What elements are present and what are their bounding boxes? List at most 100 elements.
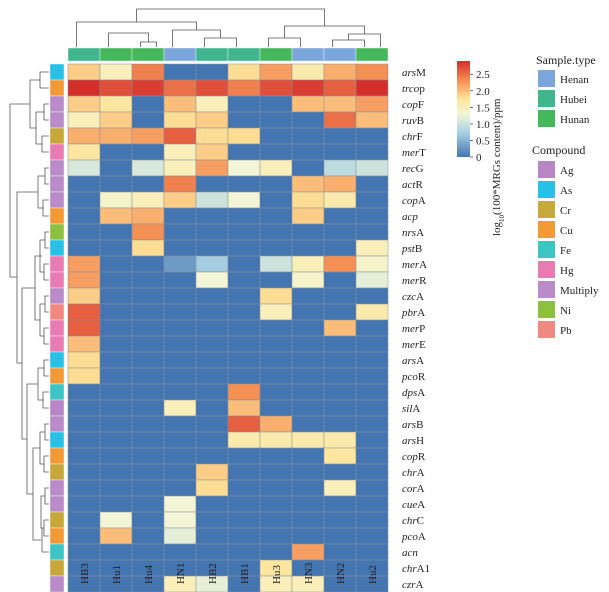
- legend-label-hunan: Hunan: [560, 114, 590, 126]
- heatmap-cell-merR-HB2: [195, 271, 229, 289]
- heatmap-cell-merE-HN2: [323, 335, 357, 353]
- row-label-merT: merT: [402, 147, 426, 159]
- heatmap-cell-arsA-HN2: [323, 351, 357, 369]
- row-label-recG: recG: [402, 163, 424, 175]
- heatmap-cell-cueA-Hu4: [131, 495, 165, 513]
- heatmap-cell-pstB-Hu2: [355, 239, 389, 257]
- heatmap-cell-merR-HB1: [227, 271, 261, 289]
- heatmap-cell-dpsA-Hu4: [131, 383, 165, 401]
- legend-label-multiply: Multiply: [560, 285, 599, 297]
- row-label-gene: cop: [402, 451, 418, 463]
- row-label-chrC: chrC: [402, 515, 424, 527]
- row-label-gene: ars: [402, 419, 416, 431]
- heatmap-cell-trcop-HN2: [323, 79, 357, 97]
- heatmap-cell-silA-Hu3: [259, 399, 293, 417]
- row-label-gene: cop: [402, 99, 418, 111]
- heatmap-cell-merP-Hu3: [259, 319, 293, 337]
- row-label-merA: merA: [402, 259, 427, 271]
- legend-label-hubei: Hubei: [560, 94, 587, 106]
- heatmap-cell-recG-Hu4: [131, 159, 165, 177]
- heatmap-cell-merT-HB1: [227, 143, 261, 161]
- heatmap-cell-pbrA-HN1: [163, 303, 197, 321]
- heatmap-cell-pcoR-Hu2: [355, 367, 389, 385]
- compound-annotation-bar: [49, 63, 65, 592]
- heatmap-cell-chrA-Hu3: [259, 463, 293, 481]
- heatmap-cell-arsA-HB1: [227, 351, 261, 369]
- heatmap-cell-arsM-HN3: [291, 63, 325, 81]
- heatmap-cell-copA-HN3: [291, 191, 325, 209]
- heatmap-cell-pstB-Hu4: [131, 239, 165, 257]
- heatmap-cells: [67, 63, 389, 592]
- row-label-suffix: C: [417, 515, 424, 527]
- row-label-gene: pst: [401, 243, 416, 255]
- colorbar-tick-label: 2.0: [476, 86, 490, 98]
- heatmap-cell-dpsA-HN1: [163, 383, 197, 401]
- heatmap-cell-nrsA-HB2: [195, 223, 229, 241]
- heatmap-cell-merT-Hu2: [355, 143, 389, 161]
- colorbar-tick-label: 1.5: [476, 102, 490, 114]
- row-label-gene: chr: [402, 131, 417, 143]
- heatmap-cell-ruvB-HB2: [195, 111, 229, 129]
- row-label-acp: acp: [402, 211, 418, 223]
- row-label-pbrA: pbrA: [401, 307, 425, 319]
- heatmap-cell-pcoA-HB1: [227, 527, 261, 545]
- heatmap-cell-arsH-Hu1: [99, 431, 133, 449]
- heatmap-cell-chrC-HB1: [227, 511, 261, 529]
- heatmap-cell-arsA-Hu3: [259, 351, 293, 369]
- heatmap-cell-arsM-HN1: [163, 63, 197, 81]
- heatmap-cell-corA-Hu1: [99, 479, 133, 497]
- heatmap-cell-acn-HB2: [195, 543, 229, 561]
- heatmap-cell-recG-HN2: [323, 159, 357, 177]
- heatmap-cell-merT-HN2: [323, 143, 357, 161]
- colorbar-gradient: [457, 61, 470, 157]
- colorbar: 0 0.5 1.0 1.5 2.0 2.5 log10(100*MRGs content)…: [457, 61, 506, 236]
- heatmap-cell-silA-HB1: [227, 399, 261, 417]
- colorbar-tick-label: 0: [476, 152, 482, 164]
- heatmap-cell-nrsA-HB1: [227, 223, 261, 241]
- legend-swatch-ag: [538, 161, 555, 178]
- heatmap-cell-pcoA-Hu4: [131, 527, 165, 545]
- heatmap-cell-copA-HN2: [323, 191, 357, 209]
- heatmap-cell-czcA-Hu2: [355, 287, 389, 305]
- row-label-gene: ars: [402, 435, 416, 447]
- row-label-trcop: trcop: [402, 83, 425, 95]
- row-label-gene: chr: [402, 515, 417, 527]
- heatmap-cell-chrA-HB1: [227, 463, 261, 481]
- heatmap-cell-merA-Hu2: [355, 255, 389, 273]
- heatmap-cell-arsH-HB3: [67, 431, 101, 449]
- heatmap-cell-arsA-HB3: [67, 351, 101, 369]
- row-label-corA: corA: [402, 483, 425, 495]
- legend-swatch-fe: [538, 241, 555, 258]
- heatmap-cell-arsH-HN2: [323, 431, 357, 449]
- row-label-gene: pco: [401, 531, 418, 543]
- heatmap-cell-ruvB-HN1: [163, 111, 197, 129]
- column-label-HB3: HB3: [79, 563, 91, 584]
- heatmap-cell-arsM-Hu2: [355, 63, 389, 81]
- column-label-Hu1: Hu1: [111, 565, 123, 584]
- legend-label-cr: Cr: [560, 205, 571, 217]
- sample-type-legend: Sample.type Henan Hubei Hunan: [536, 53, 596, 127]
- sample-type-cell-HN3: [291, 47, 325, 62]
- heatmap-cell-acn-HN2: [323, 543, 357, 561]
- heatmap-cell-czcA-HB2: [195, 287, 229, 305]
- heatmap-cell-arsH-Hu2: [355, 431, 389, 449]
- heatmap-cell-actR-HB3: [67, 175, 101, 193]
- heatmap-cell-copA-HB2: [195, 191, 229, 209]
- heatmap-cell-pstB-HB3: [67, 239, 101, 257]
- heatmap-cell-copA-HB1: [227, 191, 261, 209]
- compound-cell-merT: [49, 143, 65, 161]
- heatmap-cell-cueA-HB3: [67, 495, 101, 513]
- heatmap-cell-chrF-HB3: [67, 127, 101, 145]
- heatmap-cell-chrC-HN2: [323, 511, 357, 529]
- compound-cell-merA: [49, 255, 65, 273]
- heatmap-cell-dpsA-Hu1: [99, 383, 133, 401]
- heatmap-cell-pstB-HN2: [323, 239, 357, 257]
- heatmap-cell-acp-Hu2: [355, 207, 389, 225]
- heatmap-cell-copA-HN1: [163, 191, 197, 209]
- heatmap-cell-merT-HB2: [195, 143, 229, 161]
- legend-swatch-henan: [538, 70, 555, 87]
- heatmap-cell-chrC-Hu1: [99, 511, 133, 529]
- heatmap-cell-trcop-Hu2: [355, 79, 389, 97]
- row-label-suffix: A: [416, 355, 424, 367]
- column-labels: HB3 Hu1 Hu4 HN1 HB2 HB1 Hu3 HN3 HN2 Hu2: [79, 562, 379, 584]
